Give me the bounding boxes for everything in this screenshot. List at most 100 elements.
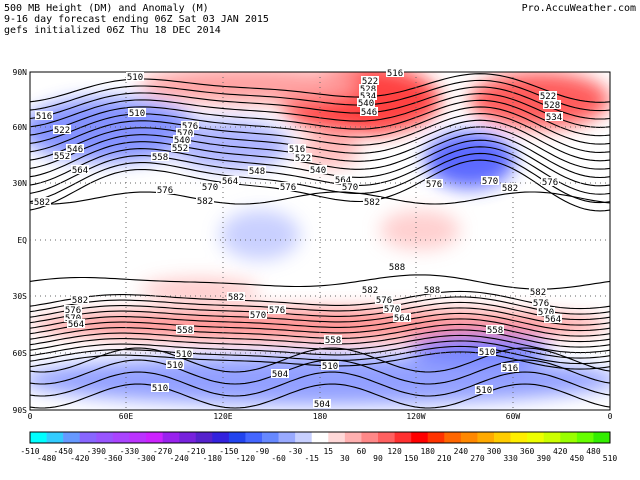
contour-label: 564 — [394, 314, 410, 324]
colorbar-label: -330 — [120, 447, 139, 456]
contour-line — [30, 113, 610, 153]
colorbar-label: 390 — [536, 454, 551, 463]
title-line: gefs initialized 06Z Thu 18 DEC 2014 — [4, 25, 221, 36]
contour-label: 588 — [424, 286, 440, 296]
contour-label-bg — [539, 91, 557, 100]
contour-label: 564 — [545, 315, 561, 325]
contour-label-bg — [288, 144, 306, 153]
contour-label-bg — [166, 360, 184, 369]
contour-label-bg — [309, 165, 327, 174]
lat-label: 30S — [13, 292, 28, 301]
colorbar-swatch — [510, 432, 528, 443]
contour-label-bg — [71, 165, 89, 174]
contour-label: 582 — [362, 286, 378, 296]
lon-label: 60W — [506, 412, 521, 421]
lat-label: EQ — [17, 236, 27, 245]
colorbar-swatch — [295, 432, 313, 443]
contour-label: 510 — [176, 350, 192, 360]
colorbar-label: 450 — [570, 454, 585, 463]
colorbar-label: -150 — [219, 447, 238, 456]
contour-label-bg — [176, 128, 194, 137]
contour-label-bg — [175, 349, 193, 358]
contour-label-bg — [249, 310, 267, 319]
colorbar-label: -390 — [87, 447, 106, 456]
contour-label: 558 — [152, 153, 168, 163]
colorbar-label: 360 — [520, 447, 535, 456]
contour-label-bg — [171, 143, 189, 152]
colorbar-label: -420 — [70, 454, 89, 463]
contour-label-bg — [532, 298, 550, 307]
colorbar-label: 420 — [553, 447, 568, 456]
contour-label: 576 — [542, 178, 558, 188]
contour-label-bg — [375, 295, 393, 304]
contour-label: 558 — [487, 326, 503, 336]
contour-label-bg — [126, 72, 144, 81]
contour-label: 576 — [65, 306, 81, 316]
contour-label: 570 — [538, 308, 554, 318]
contour-label: 510 — [476, 386, 492, 396]
colorbar-label: -270 — [153, 447, 172, 456]
colorbar-swatch — [46, 432, 64, 443]
contour-label-bg — [363, 197, 381, 206]
colorbar-label: 150 — [404, 454, 419, 463]
colorbar-swatch — [527, 432, 545, 443]
colorbar-swatch — [129, 432, 147, 443]
colorbar-label: 300 — [487, 447, 502, 456]
contour-label-bg — [156, 185, 174, 194]
contour-label-bg — [529, 287, 547, 296]
colorbar-label: 510 — [603, 454, 618, 463]
colorbar-label: -300 — [136, 454, 155, 463]
contour-line — [30, 296, 610, 315]
contour-label-bg — [35, 111, 53, 120]
contour-label-bg — [279, 182, 297, 191]
contour-label-bg — [386, 68, 404, 77]
contour-label: 582 — [34, 198, 50, 208]
colorbar-label: -480 — [37, 454, 56, 463]
colorbar-swatch — [195, 432, 213, 443]
contour-label: 570 — [342, 183, 358, 193]
colorbar-swatch — [593, 432, 611, 443]
contour-label: 576 — [157, 186, 173, 196]
colorbar-swatch — [378, 432, 395, 443]
colorbar-label: -180 — [203, 454, 222, 463]
contour-label-bg — [294, 153, 312, 162]
contour-label-bg — [334, 175, 352, 184]
contour-line — [30, 351, 610, 370]
contour-line — [30, 359, 610, 385]
contour-label: 564 — [335, 176, 351, 186]
colorbar-label: -90 — [255, 447, 270, 456]
contour-line — [30, 99, 610, 137]
contour-label: 582 — [364, 198, 380, 208]
contour-label: 588 — [389, 263, 405, 273]
contour-label-bg — [321, 361, 339, 370]
contour-line — [30, 345, 610, 365]
contour-label: 558 — [325, 336, 341, 346]
contour-label-bg — [475, 385, 493, 394]
contour-label: 516 — [289, 145, 305, 155]
contour-label: 582 — [530, 288, 546, 298]
contour-label-bg — [324, 335, 342, 344]
contour-label: 516 — [387, 69, 403, 79]
colorbar-label: 330 — [503, 454, 518, 463]
colorbar-swatch — [278, 432, 296, 443]
contour-label-bg — [53, 151, 71, 160]
colorbar-label: 15 — [323, 447, 333, 456]
contour-label-bg — [128, 108, 146, 117]
colorbar-label: 240 — [454, 447, 469, 456]
colorbar-label: 480 — [586, 447, 601, 456]
colorbar-swatch — [477, 432, 495, 443]
contour-label: 516 — [502, 364, 518, 374]
contour-label-bg — [393, 313, 411, 322]
title-line: 500 MB Height (DM) and Anomaly (M) — [4, 3, 209, 14]
colorbar-label: -120 — [236, 454, 255, 463]
colorbar-swatch — [245, 432, 263, 443]
contour-label: 558 — [177, 326, 193, 336]
colorbar-swatch — [576, 432, 594, 443]
contour-label-bg — [71, 295, 89, 304]
contour-label: 570 — [482, 177, 498, 187]
contour-label: 510 — [129, 109, 145, 119]
contour-label: 576 — [533, 299, 549, 309]
colorbar-label: -360 — [103, 454, 122, 463]
contour-label: 570 — [250, 311, 266, 321]
contour-line — [30, 307, 610, 326]
